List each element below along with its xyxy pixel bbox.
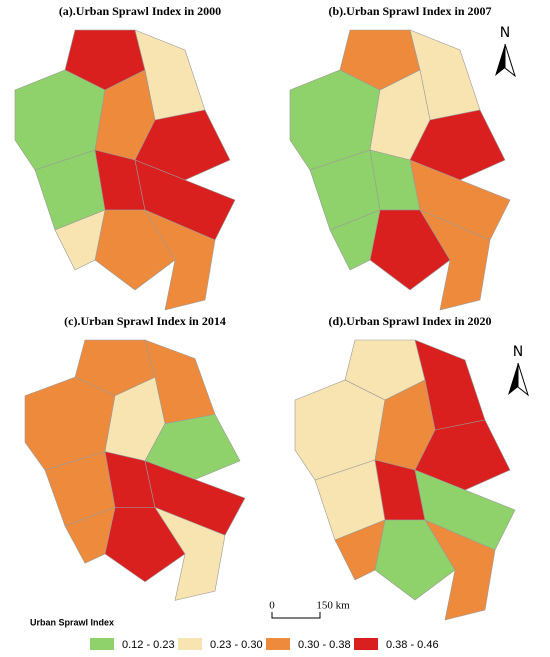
north-label: N	[500, 25, 510, 41]
north-label: N	[513, 344, 523, 360]
legend-label: 0.38 - 0.46	[386, 639, 439, 651]
panel-title: (d).Urban Sprawl Index in 2020	[328, 314, 491, 328]
panel-title: (c).Urban Sprawl Index in 2014	[64, 314, 226, 328]
panel-title: (a).Urban Sprawl Index in 2000	[59, 4, 221, 18]
legend-swatch	[354, 638, 378, 650]
scale-end: 150 km	[316, 600, 350, 612]
north-arrow: N	[508, 344, 529, 397]
legend-swatch	[266, 638, 290, 650]
north-arrow: N	[495, 25, 516, 78]
legend-swatch	[90, 638, 114, 650]
legend: 0.12 - 0.23 0.23 - 0.30 0.30 - 0.38 0.38 - …	[90, 638, 439, 651]
legend-swatch	[178, 638, 202, 650]
map	[294, 339, 516, 621]
legend-label: 0.30 - 0.38	[298, 639, 351, 651]
scale-bar: 0 150 km	[269, 600, 350, 619]
legend-label: 0.23 - 0.30	[210, 639, 263, 651]
scale-start: 0	[269, 600, 275, 612]
panel-title: (b).Urban Sprawl Index in 2007	[328, 4, 491, 18]
map	[289, 29, 511, 311]
legend-label: 0.12 - 0.23	[122, 639, 175, 651]
map	[14, 29, 236, 311]
map	[24, 339, 246, 601]
legend-title: Urban Sprawl Index	[30, 617, 114, 627]
